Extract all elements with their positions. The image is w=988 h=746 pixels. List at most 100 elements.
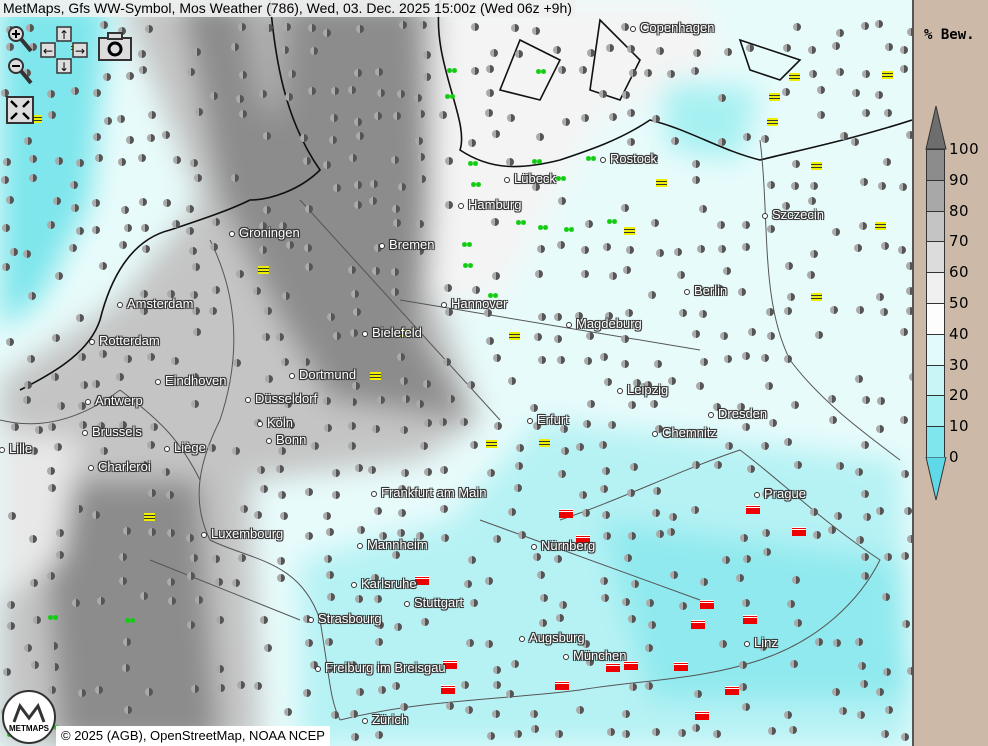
weather-map[interactable]: MetMaps, Gfs WW-Symbol, Mos Weather (786… (0, 0, 912, 746)
cloud-symbol (141, 223, 150, 232)
cloud-symbol (139, 290, 148, 299)
legend-swatch (926, 364, 945, 397)
cloud-symbol (356, 131, 365, 140)
cloud-symbol (808, 70, 817, 79)
cloud-symbol (79, 381, 88, 390)
cloud-symbol (878, 182, 887, 191)
cloud-symbol (534, 269, 543, 278)
cloud-symbol (862, 396, 871, 405)
cloud-symbol (172, 156, 181, 165)
cloud-symbol (10, 248, 19, 257)
cloud-symbol (69, 244, 78, 253)
cloud-symbol (601, 511, 610, 520)
cloud-symbol (898, 182, 907, 191)
cloud-symbol (57, 402, 66, 411)
cloud-symbol (724, 442, 733, 451)
cloud-symbol (423, 73, 432, 82)
cloud-symbol (33, 616, 42, 625)
cloud-symbol (147, 527, 156, 536)
cloud-symbol (769, 419, 778, 427)
zoom-out-icon[interactable] (6, 56, 36, 90)
cloud-symbol (578, 490, 587, 499)
cloud-symbol (77, 352, 86, 361)
cloud-symbol (655, 47, 664, 56)
cloud-symbol (560, 425, 569, 434)
cloud-symbol (99, 350, 108, 358)
cloud-symbol (397, 509, 406, 518)
cloud-symbol (369, 179, 378, 188)
cloud-symbol (278, 446, 287, 455)
cloud-symbol (373, 112, 382, 121)
cloud-symbol (652, 486, 661, 495)
cloud-symbol (212, 286, 221, 295)
thunder-symbol (724, 686, 739, 696)
metmaps-logo[interactable]: METMAPS (2, 690, 56, 744)
cloud-symbol (77, 689, 86, 698)
cloud-symbol (211, 218, 220, 227)
cloud-symbol (790, 401, 799, 410)
legend-label: 100 (949, 140, 980, 158)
cloud-symbol (767, 225, 776, 234)
cloud-symbol (700, 577, 709, 586)
thunder-symbol (695, 711, 710, 721)
cloud-symbol (308, 23, 317, 32)
cloud-symbol (586, 48, 595, 57)
cloud-symbol (760, 354, 769, 363)
city-label: Rostock (600, 152, 657, 166)
zoom-in-icon[interactable] (6, 24, 36, 58)
cloud-symbol (443, 284, 452, 293)
cloud-symbol (355, 687, 364, 696)
cloud-symbol (898, 246, 907, 255)
fullscreen-icon[interactable] (6, 96, 34, 124)
cloud-symbol (719, 639, 728, 648)
cloud-symbol (147, 111, 156, 120)
cloud-symbol (123, 638, 132, 647)
cloud-symbol (424, 418, 433, 427)
legend-swatch (926, 179, 945, 212)
cloud-symbol (621, 598, 630, 607)
cloud-symbol (414, 93, 423, 102)
cloud-symbol (782, 87, 791, 96)
cloud-symbol (906, 535, 912, 544)
cloud-symbol (231, 447, 240, 456)
pan-arrows-icon[interactable]: ↑ ↓ ← → (40, 26, 88, 74)
cloud-symbol (168, 596, 177, 605)
cloud-symbol (791, 181, 800, 190)
cloud-symbol (621, 335, 630, 344)
cloud-symbol (854, 243, 863, 252)
cloud-symbol (323, 511, 332, 520)
cloud-symbol (713, 729, 721, 738)
cloud-symbol (833, 638, 842, 647)
cloud-symbol (810, 249, 819, 258)
cloud-symbol (492, 710, 501, 719)
cloud-symbol (608, 113, 617, 122)
cloud-symbol (92, 379, 101, 388)
cloud-symbol (717, 138, 726, 147)
cloud-symbol (651, 114, 660, 123)
cloud-symbol (27, 291, 36, 300)
thunder-symbol (745, 504, 760, 514)
drizzle-symbol (563, 226, 574, 232)
camera-icon[interactable] (98, 32, 132, 62)
cloud-symbol (149, 422, 158, 431)
cloud-symbol (322, 29, 331, 38)
cloud-symbol (352, 381, 361, 390)
cloud-symbol (884, 705, 893, 714)
cloud-symbol (677, 270, 686, 279)
cloud-symbol (697, 244, 706, 253)
cloud-symbol (280, 358, 289, 367)
cloud-symbol (263, 643, 272, 652)
cloud-symbol (307, 87, 316, 96)
cloud-symbol (348, 266, 357, 275)
cloud-symbol (322, 397, 331, 406)
attribution[interactable]: © 2025 (AGB), OpenStreetMap, NOAA NCEP (56, 726, 330, 746)
cloud-symbol (742, 352, 751, 361)
city-label: Dortmund (289, 368, 356, 382)
cloud-symbol (621, 710, 630, 719)
cloud-symbol (391, 287, 400, 296)
cloud-symbol (69, 180, 78, 189)
fog-symbol (655, 178, 667, 187)
cloud-symbol (393, 218, 402, 227)
cloud-symbol (741, 598, 750, 607)
cloud-symbol (463, 579, 472, 588)
